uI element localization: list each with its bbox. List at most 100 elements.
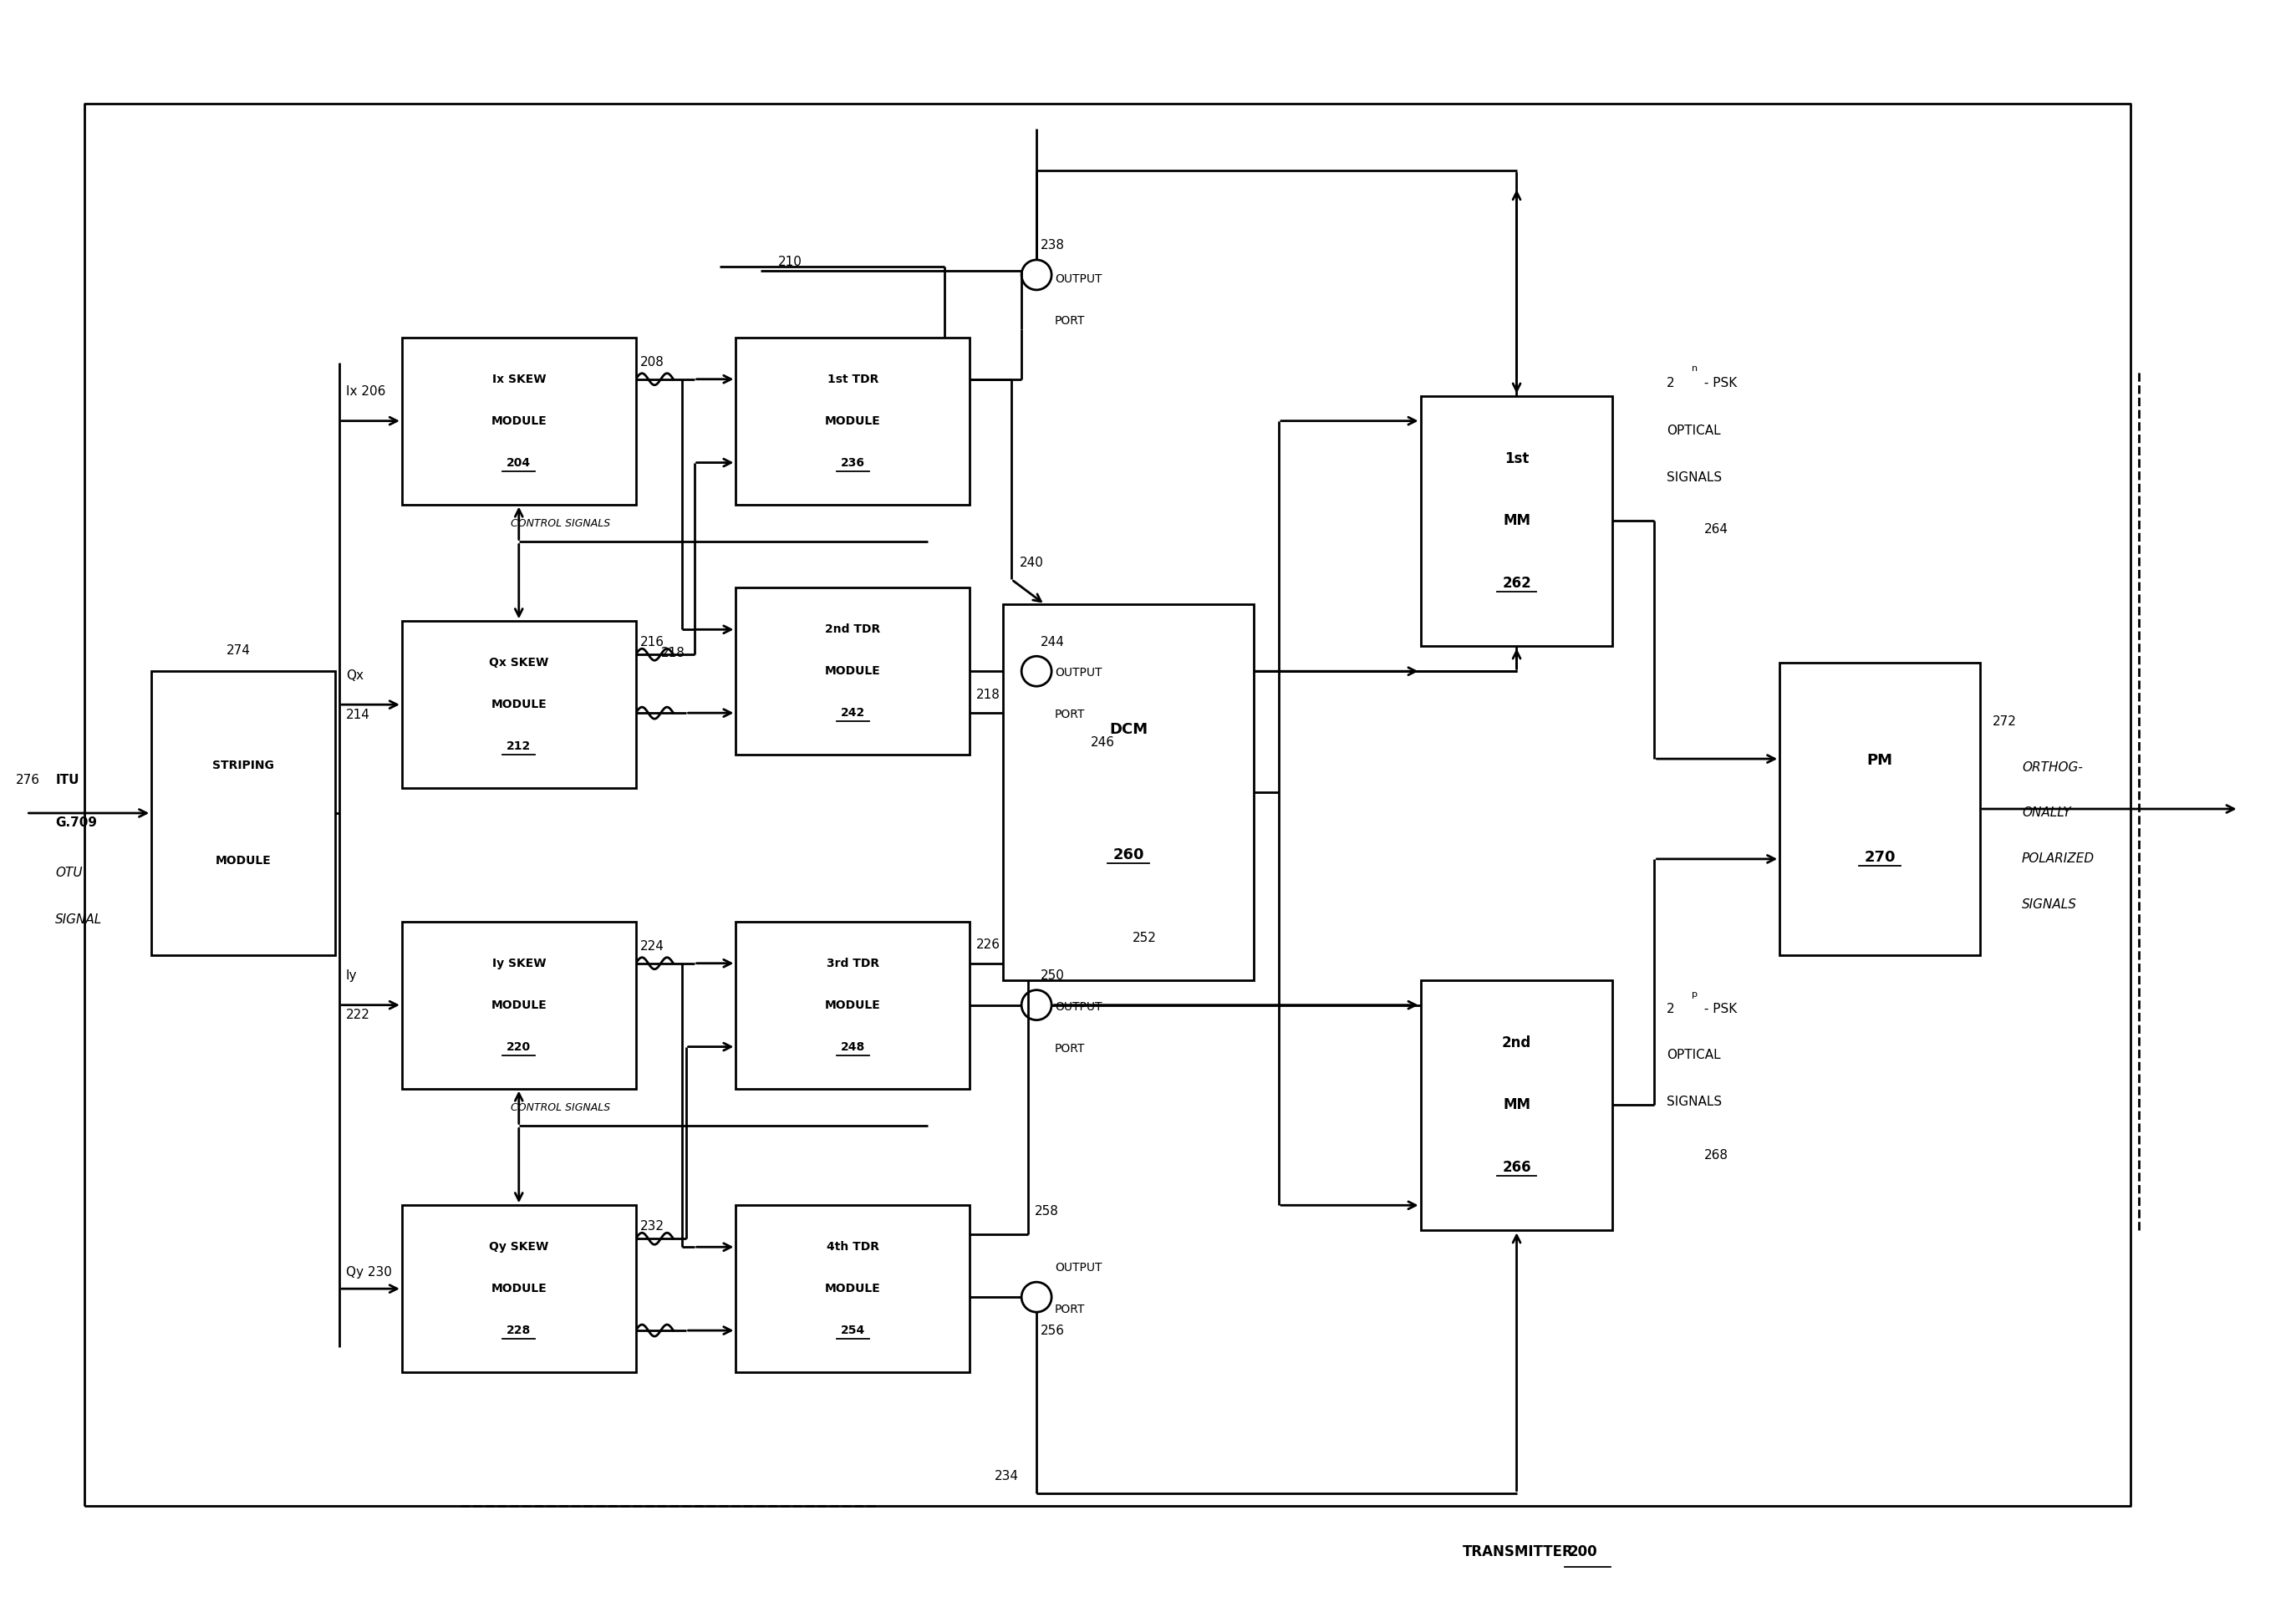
Bar — [1779, 664, 1979, 955]
Text: 244: 244 — [1040, 636, 1065, 648]
Text: SIGNAL: SIGNAL — [55, 914, 103, 926]
Text: 266: 266 — [1502, 1160, 1531, 1175]
Text: OUTPUT: OUTPUT — [1054, 1261, 1102, 1274]
Text: MM: MM — [1504, 514, 1531, 529]
Text: 238: 238 — [1040, 239, 1065, 252]
Bar — [402, 1205, 636, 1372]
Text: OUTPUT: OUTPUT — [1054, 667, 1102, 678]
Text: 2nd: 2nd — [1502, 1035, 1531, 1049]
Text: Qy SKEW: Qy SKEW — [489, 1241, 549, 1253]
Text: 3rd TDR: 3rd TDR — [827, 958, 879, 969]
Text: 208: 208 — [641, 357, 664, 368]
Text: MODULE: MODULE — [824, 1000, 882, 1011]
Bar — [1421, 395, 1612, 646]
Text: n: n — [1692, 365, 1699, 373]
Text: MODULE: MODULE — [824, 1282, 882, 1295]
Text: MODULE: MODULE — [491, 699, 546, 710]
Text: 218: 218 — [976, 688, 1001, 701]
Text: - PSK: - PSK — [1701, 378, 1738, 389]
Text: 268: 268 — [1704, 1149, 1729, 1162]
Text: 2nd TDR: 2nd TDR — [824, 624, 882, 635]
Text: 1st: 1st — [1504, 452, 1529, 466]
Text: PORT: PORT — [1054, 709, 1086, 720]
Text: OUTPUT: OUTPUT — [1054, 273, 1102, 284]
Text: Ix 206: Ix 206 — [347, 386, 386, 399]
Text: PORT: PORT — [1054, 1303, 1086, 1316]
Text: 210: 210 — [778, 256, 801, 268]
Text: 220: 220 — [507, 1041, 530, 1053]
Bar — [402, 622, 636, 787]
Text: ITU: ITU — [55, 773, 80, 786]
Text: CONTROL SIGNALS: CONTROL SIGNALS — [510, 1102, 611, 1114]
Text: MM: MM — [1504, 1098, 1531, 1112]
Text: 252: 252 — [1132, 932, 1157, 945]
Text: MODULE: MODULE — [491, 1000, 546, 1011]
Text: 242: 242 — [840, 707, 866, 718]
Text: 260: 260 — [1114, 847, 1143, 863]
Text: 254: 254 — [840, 1324, 866, 1337]
Text: TRANSMITTER: TRANSMITTER — [1463, 1544, 1573, 1559]
Text: 214: 214 — [347, 709, 370, 722]
Text: 262: 262 — [1502, 575, 1531, 591]
Text: Qx: Qx — [347, 669, 363, 681]
Text: 240: 240 — [1019, 556, 1045, 569]
Text: 1st TDR: 1st TDR — [827, 373, 879, 386]
Text: 256: 256 — [1040, 1324, 1065, 1337]
Text: 200: 200 — [1568, 1544, 1598, 1559]
Text: G.709: G.709 — [55, 816, 96, 829]
Text: SIGNALS: SIGNALS — [1667, 1096, 1722, 1109]
Text: 204: 204 — [507, 456, 530, 469]
Text: 248: 248 — [840, 1041, 866, 1053]
Text: OTU: OTU — [55, 866, 83, 879]
Text: 232: 232 — [641, 1220, 664, 1233]
Text: OUTPUT: OUTPUT — [1054, 1001, 1102, 1012]
Text: 272: 272 — [1993, 715, 2016, 728]
Bar — [152, 672, 335, 955]
Text: 234: 234 — [994, 1470, 1019, 1483]
Bar — [1421, 980, 1612, 1231]
Text: Ix SKEW: Ix SKEW — [491, 373, 546, 386]
Text: MODULE: MODULE — [216, 855, 271, 866]
Text: SIGNALS: SIGNALS — [2023, 898, 2078, 911]
Bar — [737, 921, 969, 1088]
Text: POLARIZED: POLARIZED — [2023, 853, 2094, 865]
Bar — [737, 1205, 969, 1372]
Text: STRIPING: STRIPING — [214, 760, 273, 771]
Bar — [737, 588, 969, 755]
Text: ONALLY: ONALLY — [2023, 807, 2071, 820]
Text: 258: 258 — [1035, 1205, 1058, 1218]
Text: MODULE: MODULE — [491, 415, 546, 427]
Text: OPTICAL: OPTICAL — [1667, 1049, 1722, 1061]
Text: 250: 250 — [1040, 969, 1065, 982]
Text: 212: 212 — [507, 741, 530, 752]
Text: ORTHOG-: ORTHOG- — [2023, 762, 2082, 773]
Text: CONTROL SIGNALS: CONTROL SIGNALS — [510, 517, 611, 529]
Text: SIGNALS: SIGNALS — [1667, 471, 1722, 484]
Text: 274: 274 — [227, 644, 250, 657]
Text: Qy 230: Qy 230 — [347, 1266, 393, 1278]
Text: DCM: DCM — [1109, 722, 1148, 738]
Text: 226: 226 — [976, 938, 1001, 951]
Text: 216: 216 — [641, 636, 664, 648]
Text: 236: 236 — [840, 456, 866, 469]
Text: 276: 276 — [16, 773, 41, 786]
Bar — [737, 337, 969, 505]
Bar — [402, 921, 636, 1088]
Text: 228: 228 — [507, 1324, 530, 1337]
Bar — [402, 337, 636, 505]
Text: 224: 224 — [641, 940, 664, 953]
Text: PM: PM — [1867, 752, 1892, 768]
Bar — [1003, 604, 1254, 980]
Text: Qx SKEW: Qx SKEW — [489, 657, 549, 669]
Text: Iy SKEW: Iy SKEW — [491, 958, 546, 969]
Text: 218: 218 — [661, 646, 684, 659]
Text: p: p — [1692, 990, 1697, 998]
Text: PORT: PORT — [1054, 315, 1086, 326]
Text: MODULE: MODULE — [491, 1282, 546, 1295]
Text: OPTICAL: OPTICAL — [1667, 424, 1722, 437]
Text: 4th TDR: 4th TDR — [827, 1241, 879, 1253]
Text: 264: 264 — [1704, 524, 1729, 535]
Text: Iy: Iy — [347, 969, 358, 982]
Text: 2: 2 — [1667, 378, 1676, 389]
Text: 246: 246 — [1091, 736, 1116, 749]
